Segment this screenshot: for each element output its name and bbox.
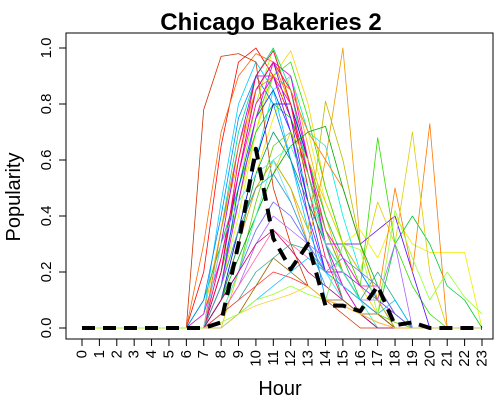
x-tick-label: 10: [247, 350, 264, 367]
y-tick-label: 0.2: [38, 262, 55, 283]
x-axis: 0 1 2 3 4 5 6 7 8 9 10 11 12 13 14 15 16 17 18 19 20 21 22 23: [74, 338, 491, 367]
mean-layer: [82, 146, 482, 330]
y-tick-label: 0.8: [38, 94, 55, 115]
series-line-19: [82, 61, 482, 329]
x-tick-label: 23: [474, 350, 491, 367]
x-tick-label: 4: [143, 350, 160, 358]
x-tick-label: 13: [300, 350, 317, 367]
mean-series-line: [82, 146, 482, 330]
x-tick-label: 7: [195, 350, 212, 358]
series-line-2: [82, 61, 482, 329]
chart-title: Chicago Bakeries 2: [160, 9, 381, 36]
plot-frame: [65, 32, 494, 340]
x-tick-label: 6: [178, 350, 195, 358]
y-axis: 0.0 0.2 0.4 0.6 0.8 1.0: [38, 38, 67, 339]
series-line-33: [82, 215, 482, 329]
x-tick-label: 9: [230, 350, 247, 358]
series-line-5: [82, 61, 482, 329]
x-tick-label: 2: [108, 350, 125, 358]
x-tick-label: 14: [317, 350, 334, 367]
x-tick-label: 1: [91, 350, 108, 358]
series-line-28: [82, 131, 482, 329]
x-tick-label: 0: [74, 350, 91, 358]
series-line-25: [82, 131, 482, 329]
series-line-36: [82, 257, 482, 329]
x-tick-label: 8: [213, 350, 230, 358]
x-tick-label: 16: [352, 350, 369, 367]
x-tick-label: 20: [421, 350, 438, 367]
x-tick-label: 18: [387, 350, 404, 367]
x-tick-label: 22: [456, 350, 473, 367]
y-tick-label: 0.4: [38, 206, 55, 227]
x-tick-label: 11: [265, 350, 282, 366]
series-line-17: [82, 61, 482, 329]
y-tick-label: 0.6: [38, 150, 55, 171]
x-tick-label: 21: [439, 350, 456, 367]
series-line-27: [82, 126, 482, 329]
y-tick-label: 1.0: [38, 38, 55, 59]
series-line-39: [82, 257, 482, 329]
series-layer: [82, 47, 483, 329]
series-line-24: [82, 100, 482, 329]
series-line-41: [82, 209, 483, 329]
series-line-7: [82, 61, 482, 329]
x-tick-label: 15: [334, 350, 351, 367]
x-tick-label: 3: [126, 350, 143, 358]
y-axis-label: Popularity: [3, 153, 25, 242]
series-line-40: [82, 285, 482, 329]
series-line-15: [82, 61, 482, 329]
x-tick-label: 12: [282, 350, 299, 367]
x-tick-label: 17: [369, 350, 386, 367]
x-tick-label: 5: [161, 350, 178, 358]
y-tick-label: 0.0: [38, 318, 55, 339]
x-tick-label: 19: [404, 350, 421, 367]
series-line-11: [82, 61, 482, 329]
series-line-26: [82, 131, 482, 329]
x-axis-label: Hour: [258, 378, 302, 400]
